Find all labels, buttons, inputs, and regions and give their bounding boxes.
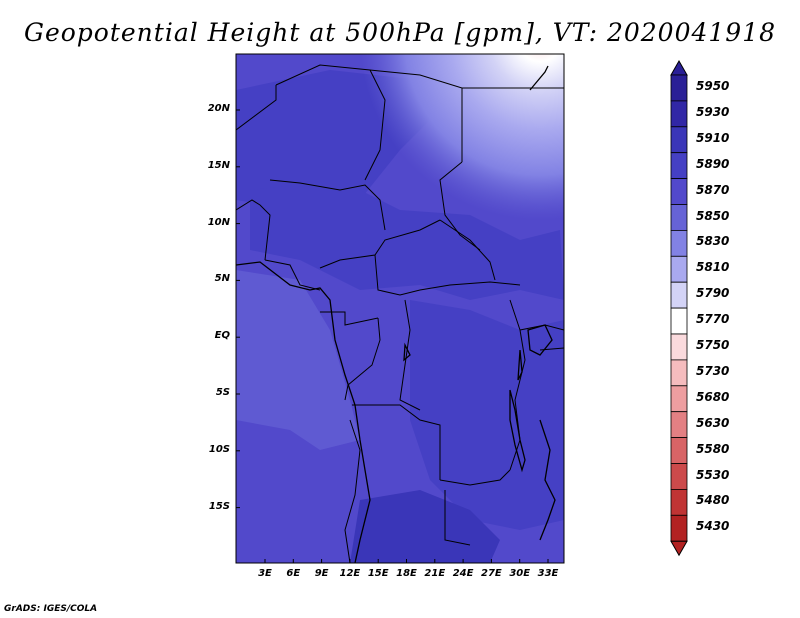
colorbar-swatch xyxy=(670,488,688,516)
colorbar-label: 5870 xyxy=(696,182,730,197)
colorbar-swatch xyxy=(670,229,688,257)
lake-outline xyxy=(509,389,526,473)
lat-tick-label: 5S xyxy=(215,387,230,398)
colorbar-label: 5950 xyxy=(696,79,730,93)
lon-tick-label: 6E xyxy=(286,568,301,579)
lat-tick-label: EQ xyxy=(214,330,230,342)
map-frame xyxy=(235,53,565,564)
colorbar-label: 5730 xyxy=(696,363,730,378)
colorbar-swatch xyxy=(670,333,688,361)
border-line xyxy=(319,219,441,269)
colorbar-swatch xyxy=(670,100,688,128)
lon-tick-label: 18E xyxy=(396,568,417,579)
lake-outline xyxy=(527,324,553,356)
colorbar-swatch xyxy=(670,281,688,309)
colorbar-swatch xyxy=(670,255,688,283)
colorbar-swatch xyxy=(670,204,688,231)
lon-tick-label: 24E xyxy=(452,568,474,579)
colorbar-swatch xyxy=(670,359,688,387)
border-line xyxy=(364,69,386,181)
colorbar-label: 5790 xyxy=(696,286,730,301)
colorbar-swatch xyxy=(670,126,688,154)
border-line xyxy=(344,419,361,563)
colorbar-label: 5480 xyxy=(696,493,730,508)
field-ridge-northeast xyxy=(236,54,564,563)
colorbar-label: 5910 xyxy=(696,130,730,145)
lon-tick-label: 27E xyxy=(481,568,502,579)
border-line xyxy=(269,179,386,231)
chart-title: Geopotential Height at 500hPa [gpm], VT:… xyxy=(23,18,777,47)
lake-outline xyxy=(517,349,523,381)
colorbar-label: 5930 xyxy=(696,104,730,119)
coastline xyxy=(529,65,549,91)
lon-tick-label: 33E xyxy=(537,568,559,579)
border-line xyxy=(439,161,481,251)
border-line xyxy=(374,254,521,296)
colorbar xyxy=(670,59,688,557)
colorbar-swatch xyxy=(670,514,688,542)
lon-tick-label: 3E xyxy=(258,568,272,579)
border-line xyxy=(399,299,421,411)
colorbar-label: 5680 xyxy=(696,389,730,404)
credit-label: GrADS: IGES/COLA xyxy=(4,604,98,614)
colorbar-swatch xyxy=(670,74,688,102)
border-line xyxy=(236,199,271,261)
border-line xyxy=(439,219,496,281)
lon-tick-label: 15E xyxy=(367,568,389,579)
colorbar-bottom-arrow xyxy=(670,540,688,557)
coastlines xyxy=(236,65,556,563)
colorbar-label: 5770 xyxy=(696,312,730,327)
colorbar-swatch xyxy=(670,307,688,335)
coastline xyxy=(539,419,556,541)
colorbar-swatch xyxy=(670,152,688,179)
lat-tick-label: 10S xyxy=(208,443,230,455)
border-line xyxy=(352,404,441,480)
colorbar-swatch xyxy=(670,463,688,490)
lat-tick-label: 10N xyxy=(207,216,230,228)
lon-tick-label: 30E xyxy=(509,568,531,579)
map-ticks xyxy=(236,109,549,563)
border-line xyxy=(439,469,511,486)
colorbar-label: 5580 xyxy=(696,441,730,456)
colorbar-label: 5810 xyxy=(696,260,730,275)
colorbar-label: 5890 xyxy=(696,156,730,171)
lat-tick-label: 15S xyxy=(208,500,230,512)
lon-tick-label: 21E xyxy=(424,568,446,579)
colorbar-top-arrow xyxy=(670,59,688,76)
colorbar-label: 5430 xyxy=(696,519,730,534)
colorbar-label: 5630 xyxy=(696,415,730,430)
lat-tick-label: 15N xyxy=(207,159,230,171)
colorbar-swatch xyxy=(670,178,688,205)
country-borders xyxy=(236,64,564,563)
colorbar-label: 5850 xyxy=(696,208,730,223)
border-line xyxy=(444,490,471,546)
border-line xyxy=(236,85,277,131)
border-line xyxy=(275,64,463,162)
colorbar-label: 5530 xyxy=(696,467,730,482)
lat-tick-label: 20N xyxy=(207,103,230,114)
lon-tick-label: 9E xyxy=(314,568,329,579)
colorbar-label: 5830 xyxy=(696,234,730,249)
border-line xyxy=(320,311,379,326)
border-line xyxy=(509,299,526,471)
coastline xyxy=(236,261,371,563)
border-line xyxy=(264,259,321,291)
border-line xyxy=(344,317,381,401)
height-field xyxy=(236,54,564,563)
colorbar-label: 5750 xyxy=(696,338,730,352)
lake-outline xyxy=(403,342,411,362)
colorbar-swatch xyxy=(670,385,688,413)
lon-tick-label: 12E xyxy=(339,568,361,579)
colorbar-swatch xyxy=(670,437,688,464)
colorbar-swatch xyxy=(670,411,688,439)
lat-tick-label: 5N xyxy=(214,273,230,285)
